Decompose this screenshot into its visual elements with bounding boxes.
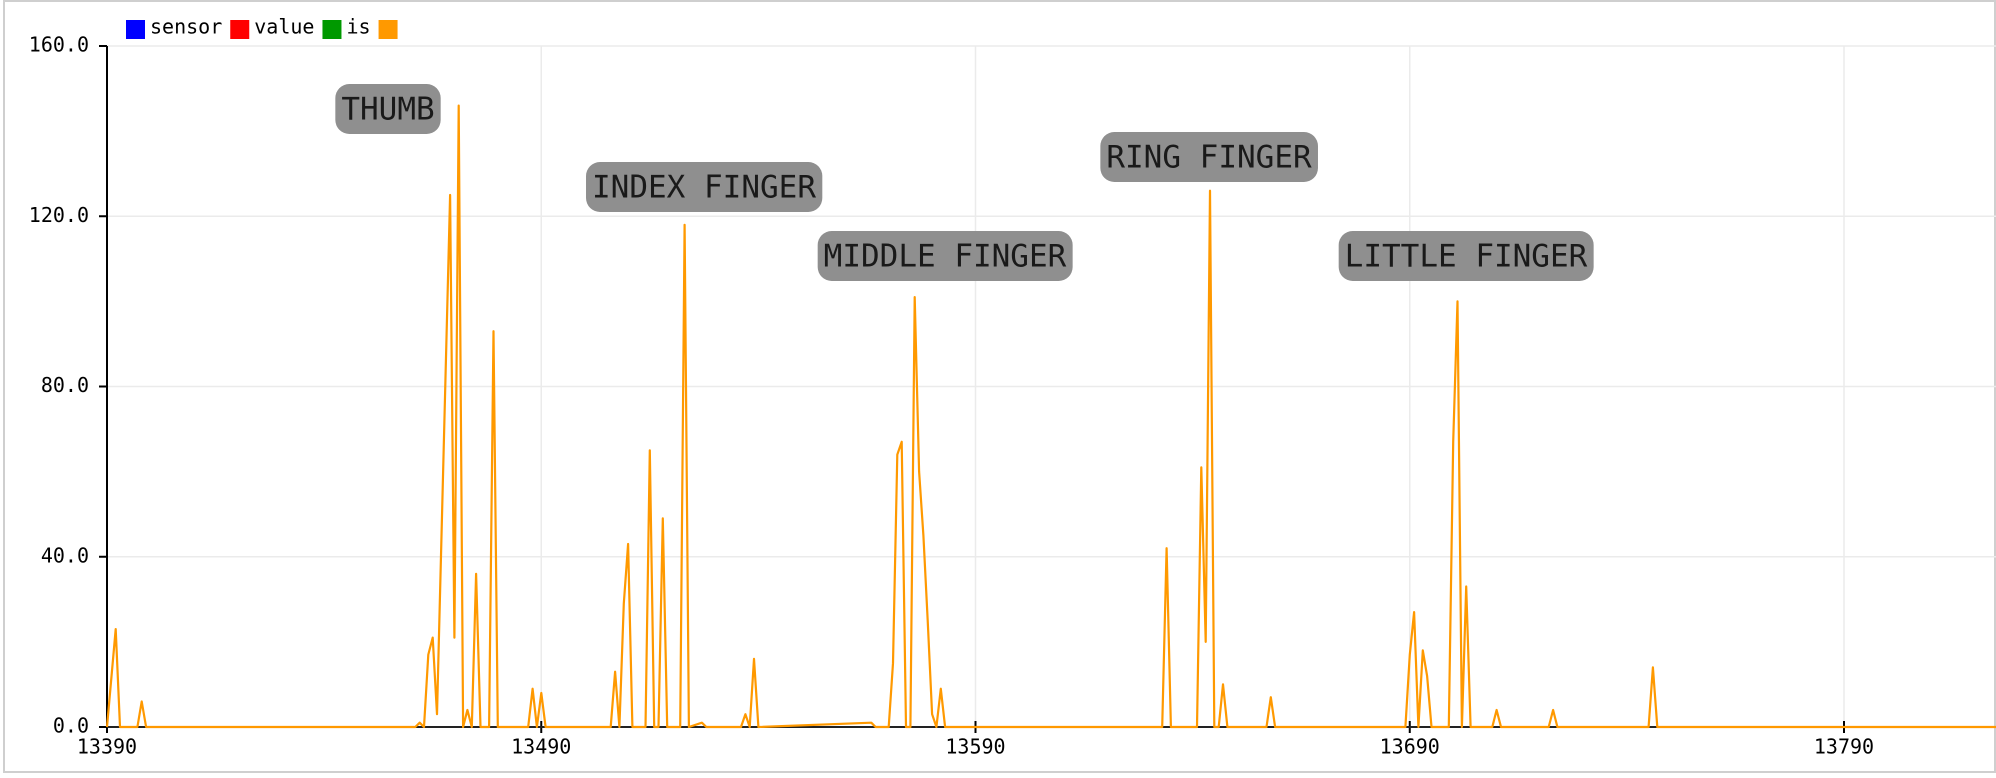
y-tick-label: 40.0 [41, 543, 89, 567]
annotation-box [1100, 132, 1318, 182]
annotation-box [335, 84, 441, 134]
y-tick-label: 160.0 [29, 33, 89, 57]
annotation-label: RING FINGER [1106, 140, 1312, 176]
legend-swatch [230, 20, 250, 39]
y-tick-label: 0.0 [53, 714, 89, 738]
y-tick-label: 120.0 [29, 203, 89, 227]
annotation-box [1338, 231, 1594, 281]
x-tick-label: 13690 [1380, 735, 1440, 759]
annotation-label: INDEX FINGER [592, 170, 816, 206]
x-tick-label: 13390 [77, 735, 137, 759]
annotation-box [817, 231, 1073, 281]
annotation-label: MIDDLE FINGER [824, 239, 1067, 275]
x-tick-label: 13490 [511, 735, 571, 759]
annotation-box [586, 162, 823, 212]
y-tick-label: 80.0 [41, 373, 89, 397]
annotation-label: THUMB [341, 92, 434, 128]
x-tick-label: 13590 [945, 735, 1005, 759]
legend-swatch [378, 20, 398, 39]
annotation-label: LITTLE FINGER [1345, 239, 1588, 275]
data-line [105, 104, 1996, 729]
x-tick-label: 13790 [1814, 735, 1874, 759]
legend-swatch [322, 20, 342, 39]
legend-label: value [254, 15, 314, 39]
legend-label: sensor [150, 15, 222, 39]
legend-label: is [346, 15, 370, 39]
legend-swatch [126, 20, 145, 39]
